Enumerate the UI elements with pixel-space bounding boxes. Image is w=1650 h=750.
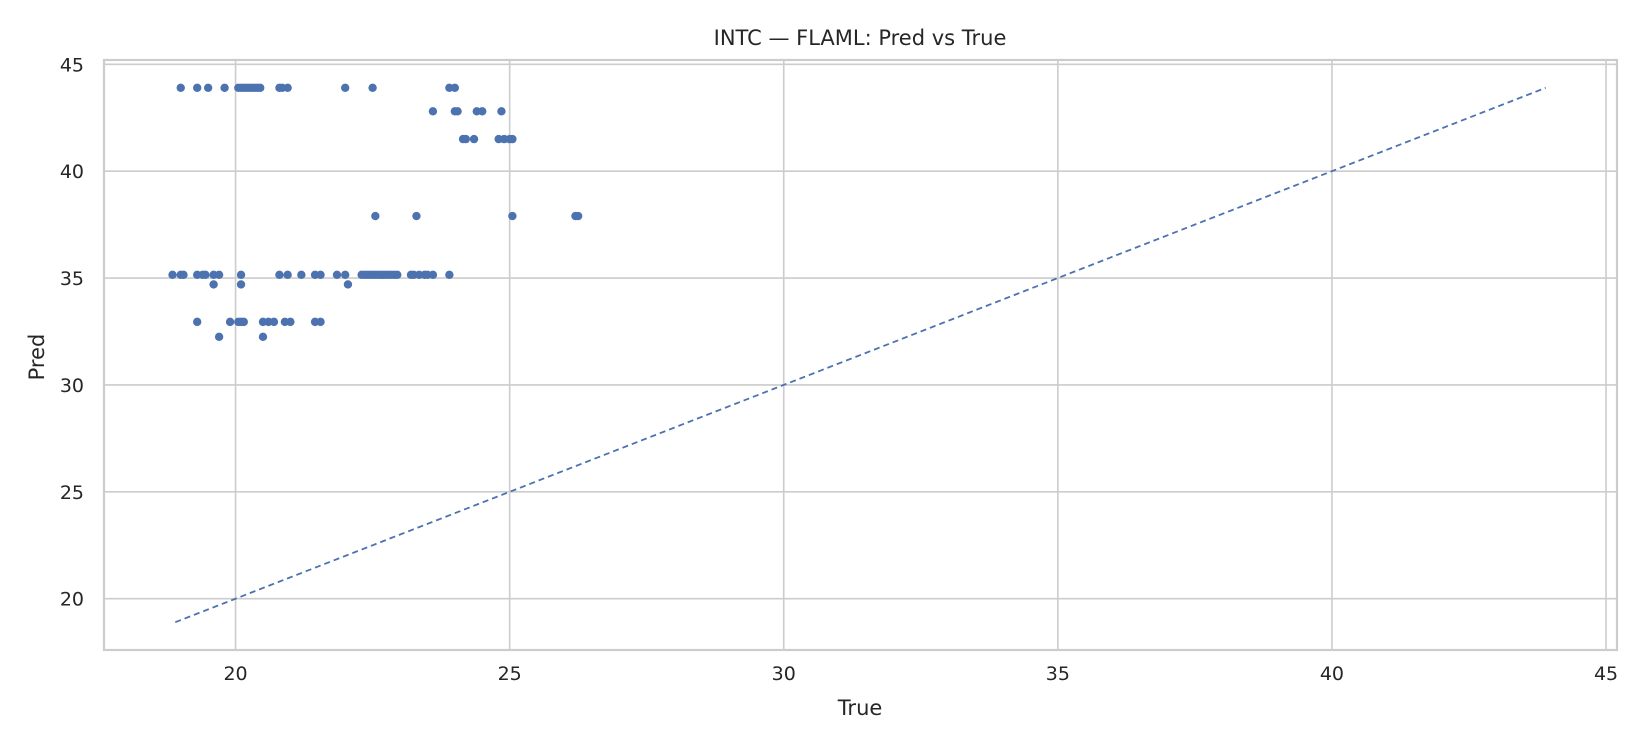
data-point — [192, 317, 202, 327]
data-point — [192, 83, 202, 92]
data-point — [371, 211, 380, 221]
x-tick-label-30: 30 — [772, 663, 796, 685]
x-tick-label-35: 35 — [1046, 663, 1070, 685]
data-point — [269, 317, 279, 327]
y-tick-label-35: 35 — [60, 268, 84, 290]
y-tick-label-20: 20 — [60, 589, 84, 611]
data-point — [256, 83, 265, 92]
data-point — [341, 270, 350, 280]
data-point — [214, 332, 224, 342]
data-point — [316, 270, 325, 280]
data-point — [209, 280, 218, 289]
data-point — [412, 211, 421, 221]
x-tick-label-45: 45 — [1594, 663, 1618, 685]
data-point — [445, 270, 454, 280]
data-point — [203, 83, 213, 92]
y-tick-label-30: 30 — [60, 375, 84, 397]
data-point — [214, 270, 224, 280]
data-point — [168, 270, 177, 280]
identity-reference-line — [174, 86, 1547, 624]
y-tick-labels: 20 25 30 35 40 45 — [60, 54, 84, 610]
grid-layer — [104, 60, 1617, 650]
data-point — [286, 317, 295, 327]
y-tick-label-25: 25 — [60, 482, 84, 504]
data-point — [393, 270, 402, 280]
data-point — [573, 211, 583, 221]
data-point — [239, 317, 248, 327]
data-point — [297, 270, 306, 280]
chart-title: INTC — FLAML: Pred vs True — [714, 26, 1007, 50]
x-tick-labels: 20 25 30 35 40 45 — [223, 663, 1618, 685]
data-point — [450, 83, 460, 92]
data-point — [461, 134, 471, 144]
data-point — [341, 83, 350, 92]
data-point — [236, 280, 246, 289]
data-point — [236, 270, 246, 280]
data-point — [201, 270, 210, 280]
data-point — [275, 270, 284, 280]
x-axis-label: True — [837, 696, 883, 720]
data-point — [508, 211, 517, 221]
x-tick-label-40: 40 — [1320, 663, 1344, 685]
data-point — [283, 270, 292, 280]
data-point — [225, 317, 235, 327]
data-point — [497, 107, 506, 116]
data-point — [428, 270, 438, 280]
y-axis-label: Pred — [25, 334, 49, 381]
data-point — [332, 270, 342, 280]
y-tick-label-40: 40 — [60, 161, 84, 183]
data-point — [469, 134, 479, 144]
plot-frame — [102, 58, 1619, 652]
data-point — [176, 83, 185, 92]
data-point — [258, 332, 268, 342]
data-point — [283, 83, 292, 92]
data-point — [179, 270, 188, 280]
data-point — [508, 134, 517, 144]
x-tick-label-20: 20 — [223, 663, 247, 685]
data-point — [220, 83, 229, 92]
data-point — [478, 107, 487, 116]
data-point — [316, 317, 325, 327]
x-tick-label-25: 25 — [498, 663, 522, 685]
y-tick-label-45: 45 — [60, 54, 84, 76]
data-point — [368, 83, 377, 92]
scatter-points — [168, 83, 583, 342]
data-point — [343, 280, 353, 289]
data-point — [428, 107, 438, 116]
data-point — [453, 107, 462, 116]
